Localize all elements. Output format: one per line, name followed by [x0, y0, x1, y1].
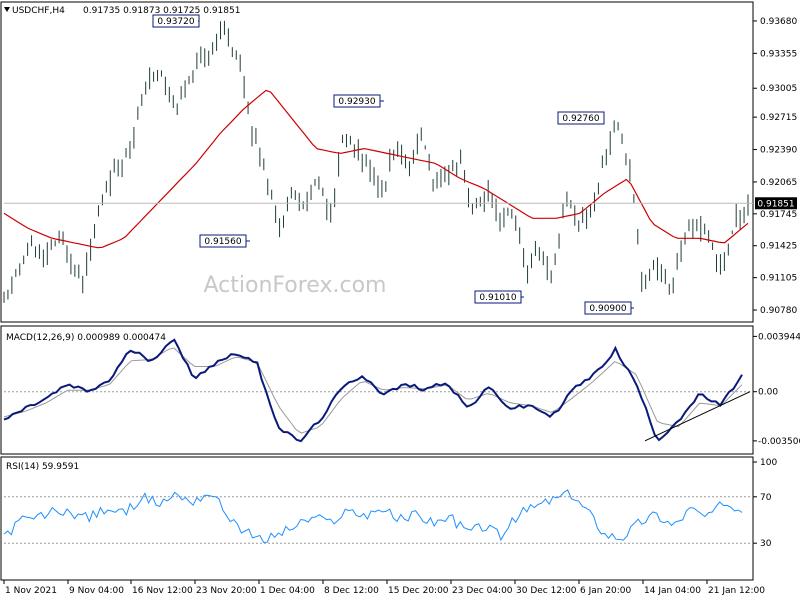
swing-label: 0.90900 [584, 301, 634, 315]
current-price-box: 0.91851 [755, 197, 797, 210]
svg-text:0.91010: 0.91010 [479, 293, 516, 303]
time-tick-label: 15 Dec 20:00 [388, 586, 449, 596]
macd-main-line [3, 338, 743, 443]
symbol-label: USDCHF,H4 [12, 6, 65, 16]
time-tick-label: 16 Nov 12:00 [132, 586, 193, 596]
rsi-tick-label: 30 [760, 539, 772, 549]
macd-trendline [644, 391, 751, 442]
price-axis: 0.93680 0.93355 0.93005 0.92715 0.92390 0.920… [753, 17, 797, 316]
svg-text:0.91851: 0.91851 [757, 199, 794, 209]
price-tick-label: 0.92065 [760, 178, 797, 188]
macd-tick-label: -0.003506 [758, 437, 800, 447]
chart-header: USDCHF,H4 0.91735 0.91873 0.91725 0.9185… [4, 6, 240, 16]
time-tick-label: 14 Jan 04:00 [644, 586, 701, 596]
price-tick-label: 0.91425 [760, 242, 797, 252]
time-tick-label: 30 Dec 12:00 [516, 586, 577, 596]
swing-annotations: 0.93720 0.92930 0.92760 0.91560 0.91010 0.909… [152, 14, 634, 315]
svg-text:0.92930: 0.92930 [338, 97, 375, 107]
swing-label: 0.92930 [333, 94, 384, 108]
price-tick-label: 0.93005 [760, 84, 797, 94]
rsi-axis: 100 70 30 [4, 458, 777, 549]
watermark: ActionForex.com [204, 273, 387, 298]
rsi-title: RSI(14) 59.9591 [6, 462, 79, 472]
macd-tick-label: 0.00 [758, 388, 778, 398]
rsi-line [3, 489, 743, 544]
ohlc-values: 0.91735 0.91873 0.91725 0.91851 [83, 6, 240, 16]
price-tick-label: 0.90780 [760, 306, 797, 316]
macd-tick-label: 0.003944 [758, 332, 800, 342]
time-tick-label: 6 Jan 20:00 [580, 586, 632, 596]
time-tick-label: 1 Nov 2021 [5, 586, 57, 596]
dropdown-triangle-icon[interactable] [4, 7, 10, 12]
price-bars [3, 20, 749, 303]
time-tick-label: 23 Dec 04:00 [452, 586, 513, 596]
price-tick-label: 0.93680 [760, 17, 797, 27]
rsi-panel-frame [0, 456, 754, 581]
price-tick-label: 0.92390 [760, 146, 797, 156]
time-tick-label: 1 Dec 04:00 [260, 586, 315, 596]
price-panel-frame [0, 1, 754, 323]
moving-average-line [3, 89, 749, 249]
macd-title: MACD(12,26,9) 0.000989 0.000474 [6, 333, 166, 343]
time-tick-label: 8 Dec 12:00 [324, 586, 379, 596]
svg-text:0.91560: 0.91560 [204, 237, 241, 247]
svg-text:0.92760: 0.92760 [562, 114, 599, 124]
macd-panel-frame [0, 325, 754, 455]
macd-signal-line [3, 347, 743, 434]
price-tick-label: 0.91105 [760, 274, 797, 284]
time-tick-label: 9 Nov 04:00 [69, 586, 124, 596]
swing-label: 0.92760 [557, 111, 605, 125]
price-tick-label: 0.93355 [760, 49, 797, 59]
macd-axis: 0.003944 0.00 -0.003506 [4, 332, 800, 447]
price-tick-label: 0.91745 [760, 210, 797, 220]
time-tick-label: 23 Nov 20:00 [196, 586, 257, 596]
time-tick-label: 21 Jan 12:00 [708, 586, 765, 596]
price-tick-label: 0.92715 [760, 113, 797, 123]
time-axis: 1 Nov 2021 9 Nov 04:00 16 Nov 12:00 23 Nov … [3, 580, 765, 596]
rsi-tick-label: 70 [760, 493, 772, 503]
svg-text:0.90900: 0.90900 [589, 304, 626, 314]
rsi-tick-label: 100 [760, 458, 777, 468]
svg-text:0.93720: 0.93720 [157, 17, 194, 27]
swing-label: 0.91560 [199, 234, 250, 248]
swing-label: 0.91010 [474, 290, 524, 304]
swing-label: 0.93720 [152, 14, 200, 28]
